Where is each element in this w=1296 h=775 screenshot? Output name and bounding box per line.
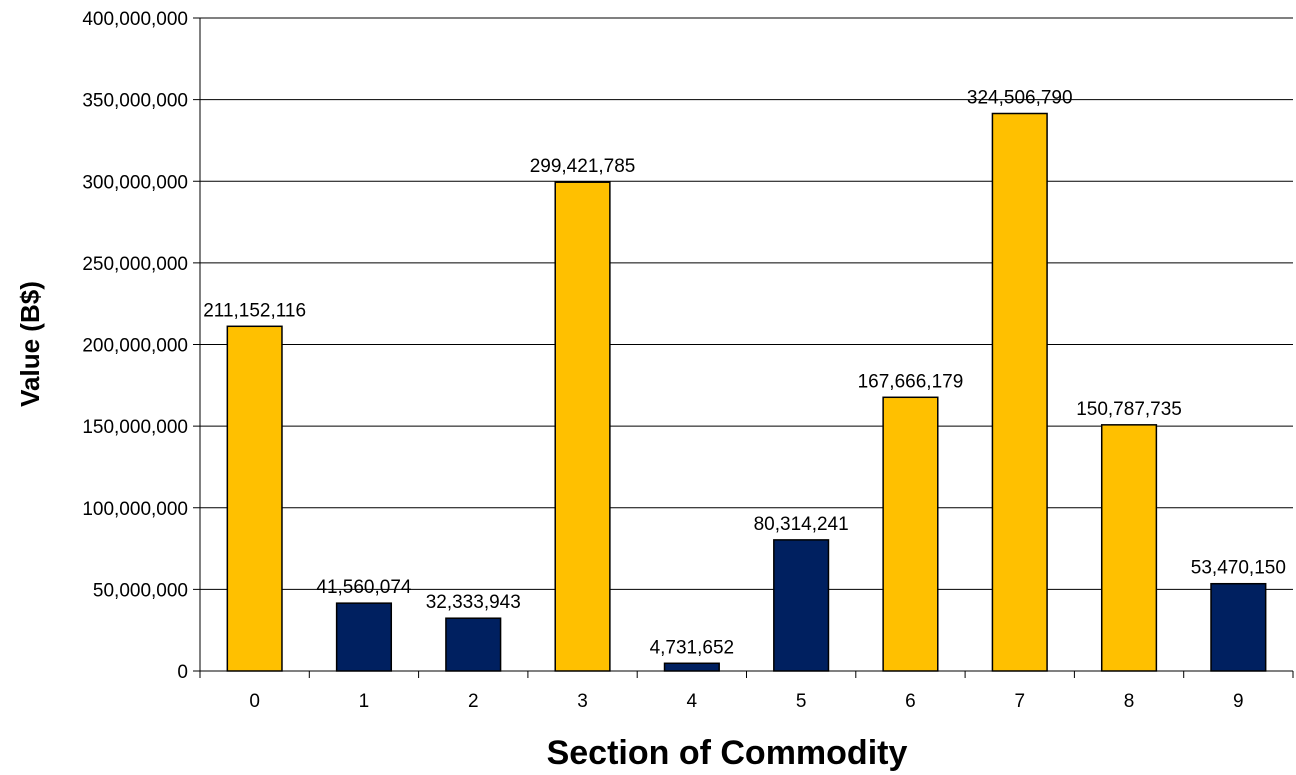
data-labels: 211,152,116 41,560,074 32,333,943 299,421,7… <box>203 88 1286 659</box>
y-tick-label: 100,000,000 <box>82 499 188 520</box>
y-tick-label: 50,000,000 <box>93 580 188 601</box>
y-tick-label: 200,000,000 <box>82 336 188 357</box>
gridlines <box>200 17 1293 590</box>
data-label: 299,421,785 <box>530 156 636 177</box>
y-tick-label: 350,000,000 <box>82 91 188 112</box>
bar <box>226 325 283 672</box>
bar <box>335 602 393 672</box>
x-tick-label: 3 <box>577 691 588 712</box>
y-axis-title: Value (B$) <box>15 281 45 407</box>
data-label: 324,506,790 <box>967 88 1073 109</box>
bar <box>445 617 502 672</box>
x-tick-label: 2 <box>468 691 479 712</box>
data-label: 167,666,179 <box>858 371 964 392</box>
data-label: 80,314,241 <box>754 514 849 535</box>
x-tick-labels: 0 1 2 3 4 5 6 7 8 9 <box>249 691 1243 712</box>
x-tick-label: 9 <box>1233 691 1244 712</box>
data-label: 32,333,943 <box>426 592 521 613</box>
data-label: 41,560,074 <box>316 577 412 598</box>
bar <box>882 396 939 672</box>
data-label: 211,152,116 <box>203 300 306 321</box>
x-tick-label: 6 <box>905 691 916 712</box>
y-tick-label: 0 <box>177 662 188 683</box>
y-tick-label: 250,000,000 <box>82 254 188 275</box>
axes <box>193 17 1294 678</box>
x-tick-label: 7 <box>1014 691 1025 712</box>
y-tick-label: 400,000,000 <box>82 9 188 30</box>
bars <box>226 112 1267 672</box>
x-tick-label: 8 <box>1124 691 1135 712</box>
bar <box>663 662 720 672</box>
y-tick-label: 150,000,000 <box>82 417 188 438</box>
x-tick-label: 1 <box>359 691 370 712</box>
y-tick-labels: 0 50,000,000 100,000,000 150,000,000 200,000… <box>82 9 188 683</box>
x-tick-label: 5 <box>796 691 807 712</box>
bar <box>1100 424 1158 672</box>
bar <box>554 181 611 672</box>
bar <box>1210 582 1267 672</box>
data-label: 4,731,652 <box>650 637 735 658</box>
data-label: 150,787,735 <box>1076 399 1182 420</box>
x-tick-label: 0 <box>249 691 260 712</box>
data-label: 53,470,150 <box>1191 558 1286 579</box>
bar <box>773 539 830 672</box>
x-axis-title: Section of Commodity <box>547 734 908 772</box>
y-tick-label: 300,000,000 <box>82 172 188 193</box>
x-tick-label: 4 <box>687 691 698 712</box>
bar <box>991 112 1048 672</box>
